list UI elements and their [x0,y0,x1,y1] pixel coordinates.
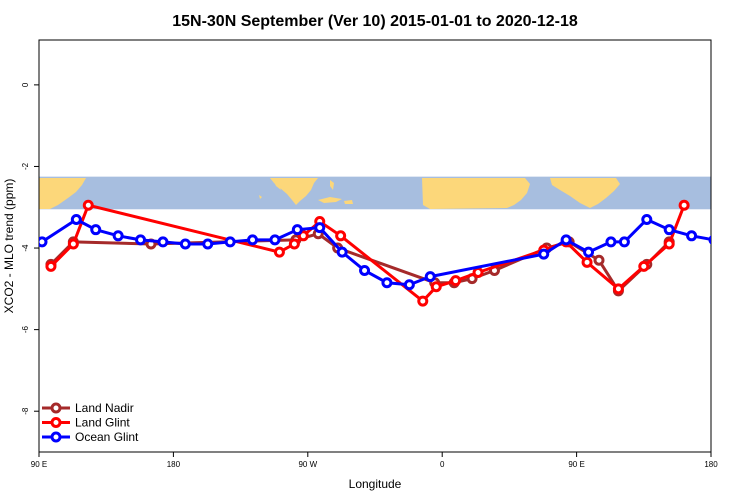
chart-title: 15N-30N September (Ver 10) 2015-01-01 to… [172,13,578,30]
point-ocean-glint-20 [583,246,595,258]
point-land-glint-4 [288,238,300,250]
point-land-glint-0 [45,260,57,272]
point-land-glint-16 [638,260,650,272]
point-land-glint-7 [335,230,347,242]
legend-label-land-nadir: Land Nadir [75,401,134,415]
point-land-glint-15 [612,283,624,295]
x-tick-label-5: 180 [704,460,718,469]
y-tick-label-2: -4 [21,244,30,252]
point-ocean-glint-21 [605,236,617,248]
point-ocean-glint-1 [70,213,82,225]
x-axis: 90 E 180 90 W 0 90 E 180 [31,452,718,469]
point-ocean-glint-24 [663,224,675,236]
point-ocean-glint-12 [314,222,326,234]
legend-marker-land-nadir [50,402,62,414]
land-india [550,178,620,208]
point-land-glint-9 [430,281,442,293]
point-land-glint-10 [450,275,462,287]
point-ocean-glint-10 [269,234,281,246]
point-ocean-glint-11 [291,224,303,236]
series-layer [39,199,740,307]
point-land-nadir-12 [593,254,605,266]
point-land-glint-3 [273,246,285,258]
point-ocean-glint-25 [686,230,698,242]
point-ocean-glint-27 [732,238,740,246]
x-tick-label-1: 180 [167,460,181,469]
point-land-glint-2 [82,199,94,211]
x-tick-label-3: 0 [440,460,445,469]
point-land-glint-11 [472,267,484,279]
point-ocean-glint-2 [90,224,102,236]
land-africa-east [39,178,86,209]
y-axis-label: XCO2 - MLO trend (ppm) [2,179,16,314]
legend-label-ocean-glint: Ocean Glint [75,430,139,444]
y-tick-label-3: -6 [21,326,30,334]
point-ocean-glint-14 [359,264,371,276]
y-tick-label-0: 0 [21,82,30,87]
land-baja [272,178,281,190]
point-ocean-glint-8 [224,236,236,248]
point-ocean-glint-19 [560,234,572,246]
point-ocean-glint-4 [135,234,147,246]
point-ocean-glint-5 [157,236,169,248]
point-ocean-glint-6 [179,238,191,250]
y-tick-label-1: -2 [21,162,30,170]
land-sahara-arabia [422,178,530,209]
land-florida [330,180,334,190]
point-ocean-glint-26 [708,235,711,245]
x-tick-label-0: 90 E [31,460,47,469]
point-ocean-glint-7 [202,238,214,250]
point-ocean-glint-18 [538,248,550,260]
land-hispaniola [344,200,353,204]
y-tick-label-4: -8 [21,407,30,415]
point-ocean-glint-0 [39,236,48,248]
point-ocean-glint-13 [336,246,348,258]
x-tick-label-2: 90 W [298,460,317,469]
point-ocean-glint-17 [424,271,436,283]
point-ocean-glint-3 [112,230,124,242]
point-land-glint-18 [678,199,690,211]
x-axis-label: Longitude [349,477,402,491]
point-land-glint-17 [663,238,675,250]
point-ocean-glint-9 [247,234,259,246]
point-land-glint-5 [297,230,309,242]
land-hawaii [259,195,262,199]
point-ocean-glint-22 [618,236,630,248]
point-ocean-glint-16 [403,279,415,291]
legend-marker-ocean-glint [50,431,62,443]
legend-marker-land-glint [50,417,62,428]
legend-label-land-glint: Land Glint [75,416,130,430]
point-land-glint-1 [67,238,79,250]
point-land-glint-8 [417,295,429,307]
point-ocean-glint-15 [381,277,393,289]
series-ocean-glint [39,213,740,291]
land-north-america [270,178,318,205]
world-map-strip [39,176,711,210]
series-line-ocean-glint [41,217,711,287]
land-cuba [318,197,342,203]
y-axis: 0 -2 -4 -6 -8 [21,82,39,415]
x-tick-label-4: 90 E [568,460,584,469]
point-ocean-glint-23 [641,213,653,225]
point-land-glint-14 [581,256,593,268]
